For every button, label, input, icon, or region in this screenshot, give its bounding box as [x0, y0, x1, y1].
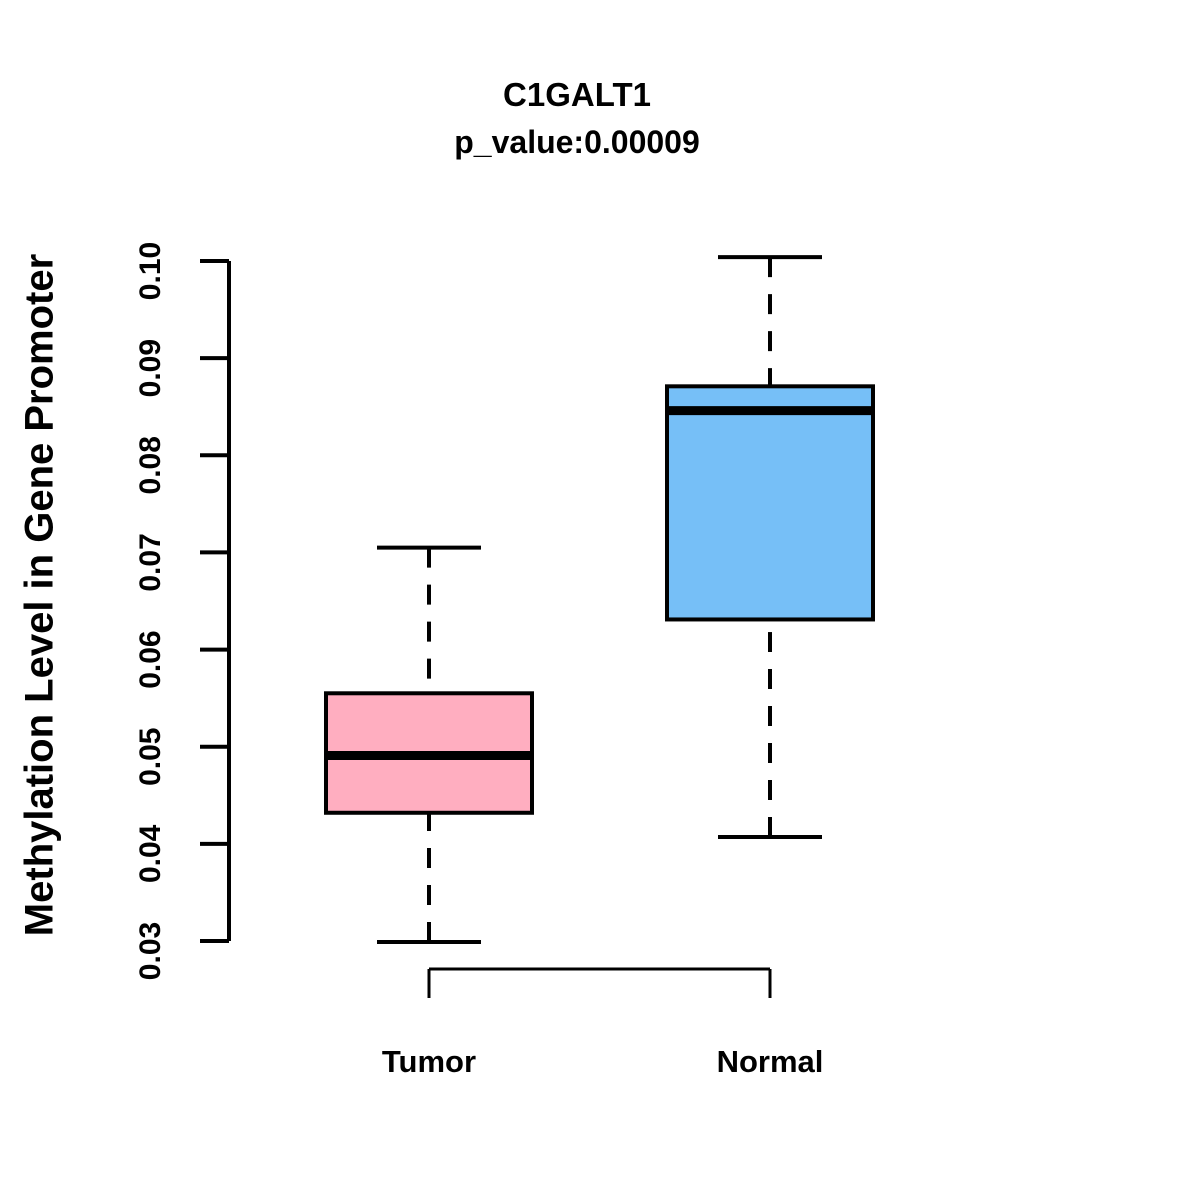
- x-category-label-tumor: Tumor: [382, 1044, 476, 1079]
- y-tick-label: 0.07: [134, 533, 167, 591]
- chart-title: C1GALT1: [503, 76, 651, 113]
- y-tick-label: 0.09: [134, 339, 167, 397]
- y-tick-label: 0.03: [134, 922, 167, 980]
- y-tick-label: 0.10: [134, 242, 167, 300]
- chart-subtitle: p_value:0.00009: [454, 124, 700, 160]
- y-tick-label: 0.06: [134, 630, 167, 688]
- x-category-label-normal: Normal: [717, 1044, 824, 1079]
- y-tick-label: 0.04: [134, 824, 167, 883]
- y-tick-label: 0.08: [134, 436, 167, 494]
- y-tick-label: 0.05: [134, 728, 167, 786]
- box-normal: [665, 384, 875, 622]
